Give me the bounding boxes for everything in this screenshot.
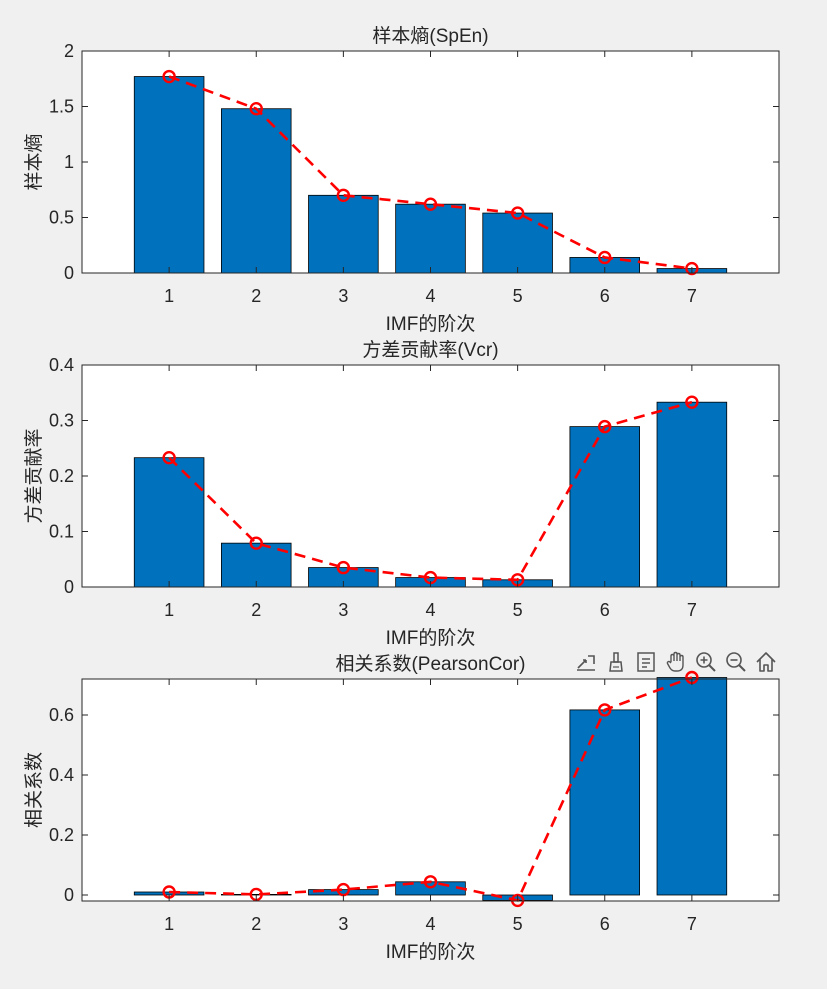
datatip-button[interactable] [632,648,659,675]
zoom-in-button[interactable] [692,648,719,675]
trend-marker-1 [162,450,176,465]
x-tick-label: 1 [164,914,174,934]
bar-7 [656,401,728,588]
y-axis-label: 相关系数 [23,752,45,828]
y-axis-label: 方差贡献率 [23,428,45,523]
chart-title: 样本熵(SpEn) [372,25,488,47]
pan-hand-icon [666,651,684,672]
bar-1 [133,457,205,588]
datatip-icon [636,651,655,672]
brush-button[interactable] [602,648,629,675]
x-tick-label: 2 [251,286,261,306]
trend-marker-3 [336,560,351,575]
y-tick-label: 0.5 [49,208,74,228]
subplot-3: 0 0.2 0.4 0.6 1 2 3 4 5 6 7 相关系数(PearsonCor) IMF的阶次 相… [23,653,780,963]
trend-marker-5 [510,893,525,908]
trend-marker-3 [336,188,351,203]
y-tick-label: 0.4 [49,355,74,375]
trend-marker-7 [685,395,699,409]
y-tick-label: 1.5 [49,97,74,117]
axes-toolbar [572,648,779,675]
y-tick-label: 0.1 [49,522,74,542]
x-tick-label: 7 [687,914,697,934]
trend-marker-6 [598,250,612,265]
x-tick-label: 1 [164,600,174,620]
bar-3 [308,194,379,274]
y-tick-label: 2 [64,41,74,61]
bar-1 [133,76,205,274]
chart-title: 相关系数(PearsonCor) [335,653,525,675]
trend-marker-7 [685,261,699,276]
zoom-in-icon [695,651,716,672]
trend-marker-5 [510,206,525,220]
y-tick-label: 0.2 [49,825,74,845]
y-tick-label: 0 [64,577,74,597]
x-axis-label: IMF的阶次 [386,627,476,649]
y-tick-label: 0.2 [49,466,74,486]
y-axis-label: 样本熵 [23,133,45,190]
x-tick-label: 3 [338,600,348,620]
chart-title: 方差贡献率(Vcr) [362,339,498,361]
bar-2 [220,108,292,274]
trend-marker-4 [423,197,438,211]
trend-marker-2 [249,536,263,550]
x-tick-label: 4 [425,914,435,934]
x-tick-label: 3 [338,914,348,934]
export-icon [576,654,595,671]
y-tick-label: 0 [64,263,74,283]
y-tick-label: 1 [64,152,74,172]
x-tick-label: 6 [600,286,610,306]
x-tick-label: 2 [251,914,261,934]
bar-4 [395,203,466,274]
x-tick-label: 5 [513,600,523,620]
home-icon [755,651,776,672]
x-tick-label: 5 [513,914,523,934]
trend-marker-6 [598,419,612,434]
export-button[interactable] [572,648,599,675]
y-tick-label: 0.6 [49,705,74,725]
x-axis-label: IMF的阶次 [386,313,476,335]
x-tick-label: 4 [425,600,435,620]
x-tick-label: 3 [338,286,348,306]
bar-6 [569,709,641,896]
trend-marker-2 [249,102,263,116]
x-tick-label: 7 [687,600,697,620]
x-tick-label: 1 [164,286,174,306]
x-tick-label: 7 [687,286,697,306]
bar-6 [569,426,641,588]
x-tick-label: 4 [425,286,435,306]
trend-marker-4 [423,875,438,889]
trend-marker-1 [162,69,176,84]
y-tick-label: 0.4 [49,765,74,785]
x-tick-label: 6 [600,600,610,620]
trend-line [168,400,693,582]
y-tick-label: 0 [64,885,74,905]
bar-5 [482,212,553,274]
subplot-1: 0 0.5 1 1.5 2 1 2 3 4 5 6 7 样本熵(SpEn) IMF的阶次 样本熵 [23,25,780,335]
x-axis-label: IMF的阶次 [386,941,476,963]
x-tick-label: 5 [513,286,523,306]
pan-button[interactable] [662,648,689,675]
trend-line [168,75,693,270]
subplot-2: 0 0.1 0.2 0.3 0.4 1 2 3 4 5 6 7 方差贡献率(Vcr) IMF的阶次 方差贡献… [23,339,780,649]
y-tick-label: 0.3 [49,411,74,431]
trend-marker-6 [598,703,612,717]
zoom-out-button[interactable] [722,648,749,675]
brush-icon [608,651,623,672]
zoom-out-icon [725,651,746,672]
bar-7 [656,677,728,896]
home-button[interactable] [752,648,779,675]
x-tick-label: 6 [600,914,610,934]
trend-line [169,676,693,902]
x-tick-label: 2 [251,600,261,620]
